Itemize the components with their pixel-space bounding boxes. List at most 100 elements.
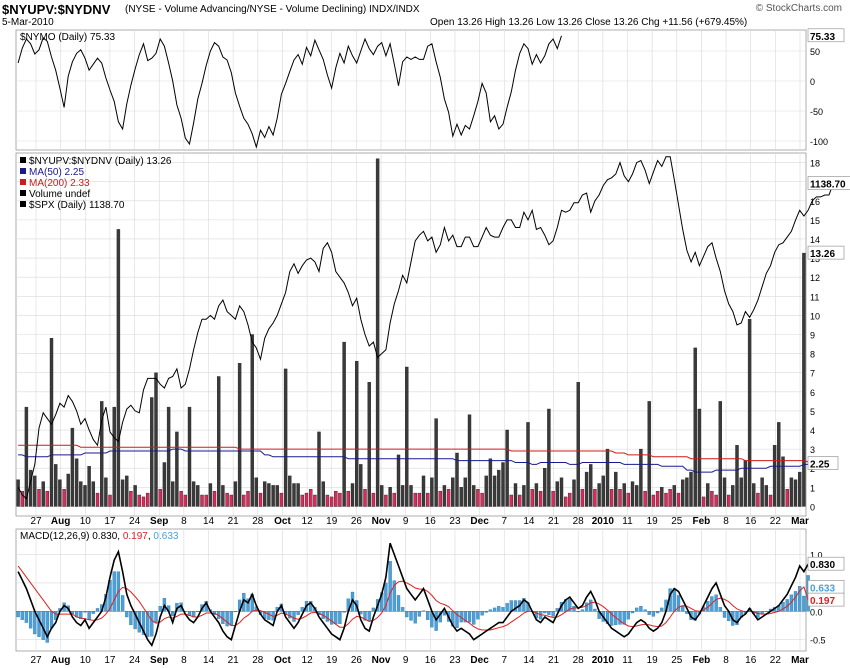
ratio-bar (367, 382, 371, 507)
macd-histogram-bar (288, 611, 292, 619)
chart-header: $NYUPV:$NYDNV (NYSE - Volume Advancing/N… (0, 0, 850, 30)
ratio-bar (639, 448, 643, 507)
ratio-bar (647, 401, 651, 507)
macd-histogram-bar (484, 611, 488, 613)
nymo-last-value-box (807, 28, 845, 43)
ma200-line (18, 444, 809, 463)
ratio-bar (722, 477, 727, 507)
macd-histogram-bar (367, 611, 371, 622)
ratio-bar (731, 485, 735, 507)
ratio-bar (664, 492, 668, 507)
macd-histogram-bar (120, 595, 125, 612)
ratio-bar (275, 485, 279, 507)
chart-date: 5-Mar-2010 (2, 17, 54, 28)
macd-histogram-bar (584, 602, 589, 612)
macd-histogram-bar (409, 611, 413, 621)
macd-legend-hist: 0.633 (153, 531, 178, 542)
macd-histogram-bar (718, 607, 722, 612)
ratio-bar (54, 464, 58, 507)
ratio-bar (522, 485, 526, 507)
ratio-bar (150, 397, 154, 507)
ratio-bar (530, 489, 534, 507)
x-tick-label: 7 (501, 516, 507, 527)
ratio-bar (472, 485, 476, 507)
ratio-bar (263, 481, 267, 507)
macd-x-tick-label: 23 (449, 655, 461, 666)
ratio-bar (426, 492, 430, 507)
ratio-bar (70, 427, 75, 507)
macd-histogram-bar (589, 599, 593, 612)
ratio-bar (292, 483, 296, 507)
macd-last-value: 0.830 (810, 560, 835, 571)
ratio-bar (793, 479, 798, 507)
macd-histogram-bar (246, 598, 250, 612)
macd-histogram-bar (146, 611, 150, 637)
macd-hist-last-value: 0.633 (810, 583, 835, 594)
ratio-bar (350, 483, 355, 507)
ratio-axis-tick: 16 (810, 197, 820, 207)
macd-histogram-bar (455, 611, 459, 628)
macd-histogram-bar (580, 609, 585, 612)
macd-histogram-bar (472, 611, 476, 625)
macd-x-tick-label: 9 (403, 655, 409, 666)
ratio-bar (601, 475, 606, 507)
macd-x-tick-label: Oct (274, 655, 291, 666)
ratio-bar (254, 477, 259, 507)
macd-histogram-bar (497, 606, 501, 612)
x-tick-label: Mar (791, 516, 809, 527)
macd-histogram-bar (543, 611, 547, 614)
ratio-bar (58, 479, 62, 507)
ratio-axis-tick: 7 (810, 369, 815, 379)
ratio-bar (660, 487, 664, 507)
macd-x-tick-label: Mar (791, 655, 809, 666)
ratio-bar (342, 341, 346, 507)
macd-x-tick-label: 19 (647, 655, 659, 666)
macd-histogram-bar (547, 611, 551, 615)
macd-legend-sep: , (148, 531, 154, 542)
ratio-bar (497, 469, 501, 507)
legend-swatch (20, 168, 26, 174)
macd-x-tick-label: 10 (80, 655, 92, 666)
ratio-bar (237, 363, 242, 507)
ratio-bar (584, 471, 589, 507)
ratio-bar (538, 491, 543, 507)
ratio-bar (693, 347, 697, 507)
ratio-bar (405, 366, 409, 507)
macd-histogram-bar (735, 611, 739, 626)
ratio-bar (589, 464, 593, 507)
x-tick-label: 26 (351, 516, 363, 527)
macd-histogram-bar (647, 611, 651, 615)
legend-entry: $SPX (Daily) 1138.70 (29, 200, 125, 211)
x-tick-label: 17 (104, 516, 116, 527)
macd-histogram-bar (513, 600, 518, 612)
ratio-bar (451, 477, 455, 507)
ratio-axis-tick: 11 (810, 292, 819, 302)
macd-x-tick-label: Dec (470, 655, 489, 666)
ratio-bar (772, 445, 777, 507)
ratio-bar (434, 418, 438, 507)
ratio-bar (706, 483, 710, 507)
ratio-bar (756, 492, 760, 507)
x-tick-label: 28 (252, 516, 264, 527)
ratio-bar (743, 460, 748, 507)
ratio-bar (681, 479, 685, 507)
macd-histogram-bar (141, 611, 146, 635)
x-tick-label: Sep (150, 516, 168, 527)
ratio-bar (689, 471, 693, 507)
x-tick-label: 23 (449, 516, 461, 527)
macd-histogram-bar (488, 609, 493, 612)
ratio-bar (764, 485, 769, 507)
ratio-bar (317, 431, 321, 507)
macd-histogram-bar (609, 611, 614, 626)
ratio-bar (455, 452, 459, 507)
ratio-bar (509, 494, 514, 507)
ratio-bar (555, 481, 560, 507)
macd-histogram-bar (196, 611, 200, 612)
ratio-bar (129, 491, 133, 507)
ratio-bar (62, 489, 66, 507)
ratio-bar (300, 494, 305, 507)
ratio-bar (45, 491, 50, 507)
ratio-bar (568, 492, 572, 507)
ratio-bar (170, 481, 175, 507)
macd-histogram-bar (660, 607, 664, 612)
